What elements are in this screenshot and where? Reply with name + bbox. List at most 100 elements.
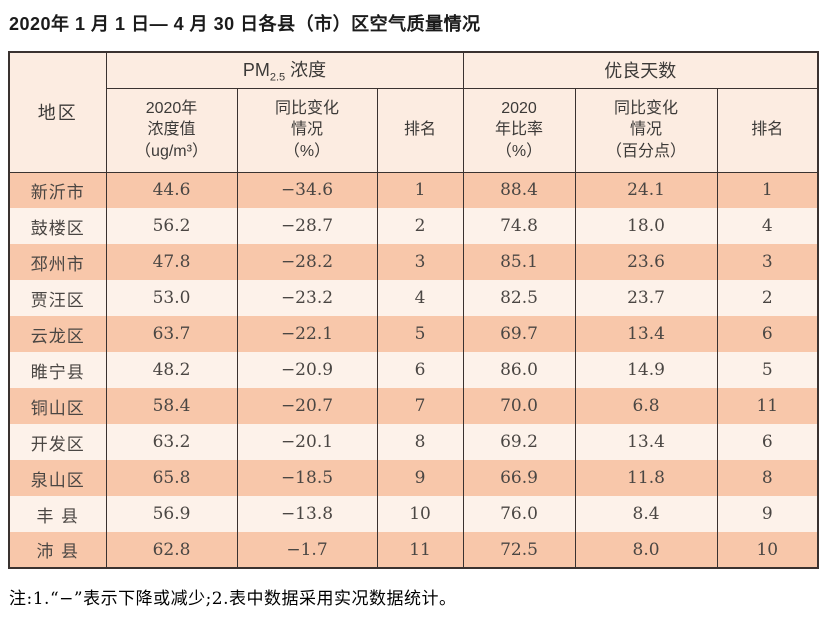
pm25-value-cell: 44.6 [105,172,238,208]
region-cell: 贾汪区 [8,280,107,316]
region-cell: 新沂市 [8,172,107,208]
pm25-change-cell: −20.1 [236,424,378,460]
good-rank-cell: 11 [716,388,819,424]
good-change-cell: 18.0 [574,208,718,244]
page-title: 2020年 1 月 1 日— 4 月 30 日各县（市）区空气质量情况 [9,14,481,34]
region-cell: 铜山区 [8,388,107,424]
table-row: 开发区 63.2 −20.1 8 69.2 13.4 6 [8,424,819,460]
good-change-cell: 14.9 [574,352,718,388]
pm25-value-cell: 65.8 [105,460,238,496]
table-row: 睢宁县 48.2 −20.9 6 86.0 14.9 5 [8,352,819,388]
pm25-change-cell: −20.9 [236,352,378,388]
col-group-good-days: 优良天数 [462,51,819,89]
pm25-rank-cell: 10 [376,496,464,532]
region-cell: 开发区 [8,424,107,460]
good-rate-cell: 76.0 [462,496,576,532]
region-cell: 邳州市 [8,244,107,280]
pm25-rank-cell: 7 [376,388,464,424]
pm25-change-cell: −28.2 [236,244,378,280]
col-header-region: 地区 [8,51,107,173]
good-rate-cell: 72.5 [462,532,576,568]
good-rank-cell: 8 [716,460,819,496]
group-header-row: 地区 PM2.5 浓度 优良天数 [8,51,819,173]
good-change-cell: 24.1 [574,172,718,208]
pm25-rank-cell: 5 [376,316,464,352]
pm25-rank-cell: 1 [376,172,464,208]
good-change-cell: 13.4 [574,316,718,352]
table-header: 地区 PM2.5 浓度 优良天数 2020年 浓度值 （ug/m³） 同比变化 … [8,51,819,173]
pm25-value-cell: 62.8 [105,532,238,568]
table-row: 泉山区 65.8 −18.5 9 66.9 11.8 8 [8,460,819,496]
air-quality-table: 地区 PM2.5 浓度 优良天数 2020年 浓度值 （ug/m³） 同比变化 … [8,51,820,569]
col-header-pm25-value: 2020年 浓度值 （ug/m³） [105,87,238,173]
region-cell: 沛 县 [8,532,107,568]
col-group-pm25: PM2.5 浓度 [105,51,464,89]
good-change-cell: 8.4 [574,496,718,532]
pm25-value-cell: 63.2 [105,424,238,460]
pm25-change-cell: −20.7 [236,388,378,424]
pm25-rank-cell: 2 [376,208,464,244]
pm25-change-cell: −28.7 [236,208,378,244]
good-rate-cell: 69.2 [462,424,576,460]
table-body: 新沂市 44.6 −34.6 1 88.4 24.1 1 鼓楼区 56.2 −28.7 2 74.8 1… [8,172,819,568]
region-cell: 睢宁县 [8,352,107,388]
pm25-rank-cell: 11 [376,532,464,568]
table-row: 铜山区 58.4 −20.7 7 70.0 6.8 11 [8,388,819,424]
good-change-cell: 13.4 [574,424,718,460]
sub-header-row: 2020年 浓度值 （ug/m³） 同比变化 情况 （%） 排名 2020 年比… [9,87,819,173]
pm25-change-cell: −22.1 [236,316,378,352]
pm25-rank-cell: 4 [376,280,464,316]
good-change-cell: 11.8 [574,460,718,496]
pm25-rank-cell: 3 [376,244,464,280]
good-rank-cell: 1 [716,172,819,208]
col-header-good-change: 同比变化 情况 （百分点） [574,87,718,173]
good-rank-cell: 2 [716,280,819,316]
pm25-value-cell: 53.0 [105,280,238,316]
region-cell: 丰 县 [8,496,107,532]
good-change-cell: 23.6 [574,244,718,280]
good-rate-cell: 70.0 [462,388,576,424]
pm25-rank-cell: 8 [376,424,464,460]
pm25-label-prefix: PM [242,60,270,81]
good-rate-cell: 88.4 [462,172,576,208]
pm25-value-cell: 58.4 [105,388,238,424]
pm25-change-cell: −34.6 [236,172,378,208]
footnote: 注:1.“−”表示下降或减少;2.表中数据采用实况数据统计。 [9,589,457,609]
col-header-good-rate: 2020 年比率 （%） [462,87,576,173]
pm25-label-suffix: 浓度 [285,60,327,81]
good-change-cell: 8.0 [574,532,718,568]
good-rate-cell: 82.5 [462,280,576,316]
good-change-cell: 6.8 [574,388,718,424]
region-cell: 云龙区 [8,316,107,352]
pm25-change-cell: −18.5 [236,460,378,496]
good-rank-cell: 6 [716,424,819,460]
good-rate-cell: 66.9 [462,460,576,496]
good-rank-cell: 10 [716,532,819,568]
good-rate-cell: 85.1 [462,244,576,280]
pm25-value-cell: 56.9 [105,496,238,532]
table-row: 鼓楼区 56.2 −28.7 2 74.8 18.0 4 [8,208,819,244]
good-rank-cell: 6 [716,316,819,352]
table-row: 邳州市 47.8 −28.2 3 85.1 23.6 3 [8,244,819,280]
good-rate-cell: 69.7 [462,316,576,352]
good-rank-cell: 4 [716,208,819,244]
table-row: 丰 县 56.9 −13.8 10 76.0 8.4 9 [8,496,819,532]
good-rank-cell: 5 [716,352,819,388]
good-rank-cell: 3 [716,244,819,280]
pm25-value-cell: 47.8 [105,244,238,280]
good-rank-cell: 9 [716,496,819,532]
pm25-value-cell: 48.2 [105,352,238,388]
pm25-rank-cell: 9 [376,460,464,496]
pm25-change-cell: −1.7 [236,532,378,568]
region-cell: 泉山区 [8,460,107,496]
good-rate-cell: 86.0 [462,352,576,388]
col-header-pm25-rank: 排名 [376,87,464,173]
table-row: 新沂市 44.6 −34.6 1 88.4 24.1 1 [8,172,819,208]
table-row: 沛 县 62.8 −1.7 11 72.5 8.0 10 [8,532,819,568]
good-change-cell: 23.7 [574,280,718,316]
pm25-value-cell: 63.7 [105,316,238,352]
pm25-change-cell: −13.8 [236,496,378,532]
table-row: 云龙区 63.7 −22.1 5 69.7 13.4 6 [8,316,819,352]
region-cell: 鼓楼区 [8,208,107,244]
